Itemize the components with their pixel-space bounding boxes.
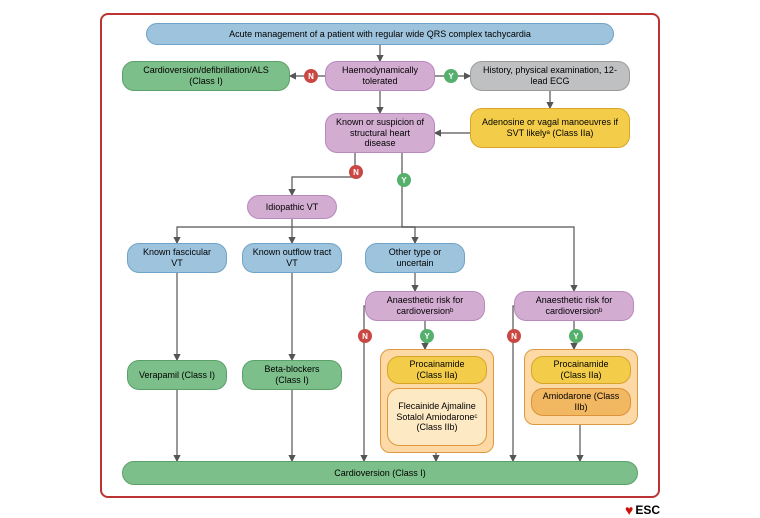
- group-drugs-2: Procainamide (Class IIa) Amiodarone (Cla…: [524, 349, 638, 425]
- node-als: Cardioversion/defibrillation/ALS (Class …: [122, 61, 290, 91]
- node-idiopathic: Idiopathic VT: [247, 195, 337, 219]
- node-betablockers: Beta-blockers (Class I): [242, 360, 342, 390]
- node-flecainide-group: Flecainide Ajmaline Sotalol Amiodaroneᶜ …: [387, 388, 487, 446]
- node-structural: Known or suspicion of structural heart d…: [325, 113, 435, 153]
- yes-badge: Y: [420, 329, 434, 343]
- yes-badge: Y: [444, 69, 458, 83]
- node-verapamil: Verapamil (Class I): [127, 360, 227, 390]
- node-anaesthetic-1: Anaesthetic risk for cardioversionᵇ: [365, 291, 485, 321]
- no-badge: N: [304, 69, 318, 83]
- node-haemo: Haemodynamically tolerated: [325, 61, 435, 91]
- node-adenosine: Adenosine or vagal manoeuvres if SVT lik…: [470, 108, 630, 148]
- node-anaesthetic-2: Anaesthetic risk for cardioversionᵇ: [514, 291, 634, 321]
- node-other: Other type or uncertain: [365, 243, 465, 273]
- node-fascicular: Known fascicular VT: [127, 243, 227, 273]
- no-badge: N: [507, 329, 521, 343]
- heart-icon: ♥: [625, 502, 633, 518]
- node-history: History, physical examination, 12-lead E…: [470, 61, 630, 91]
- no-badge: N: [358, 329, 372, 343]
- node-procainamide-1: Procainamide (Class IIa): [387, 356, 487, 384]
- brand-esc: ♥ESC: [625, 502, 660, 518]
- yes-badge: Y: [397, 173, 411, 187]
- node-outflow: Known outflow tract VT: [242, 243, 342, 273]
- node-procainamide-2: Procainamide (Class IIa): [531, 356, 631, 384]
- no-badge: N: [349, 165, 363, 179]
- node-title: Acute management of a patient with regul…: [146, 23, 614, 45]
- node-cardioversion: Cardioversion (Class I): [122, 461, 638, 485]
- node-amiodarone: Amiodarone (Class IIb): [531, 388, 631, 416]
- group-drugs-1: Procainamide (Class IIa) Flecainide Ajma…: [380, 349, 494, 453]
- yes-badge: Y: [569, 329, 583, 343]
